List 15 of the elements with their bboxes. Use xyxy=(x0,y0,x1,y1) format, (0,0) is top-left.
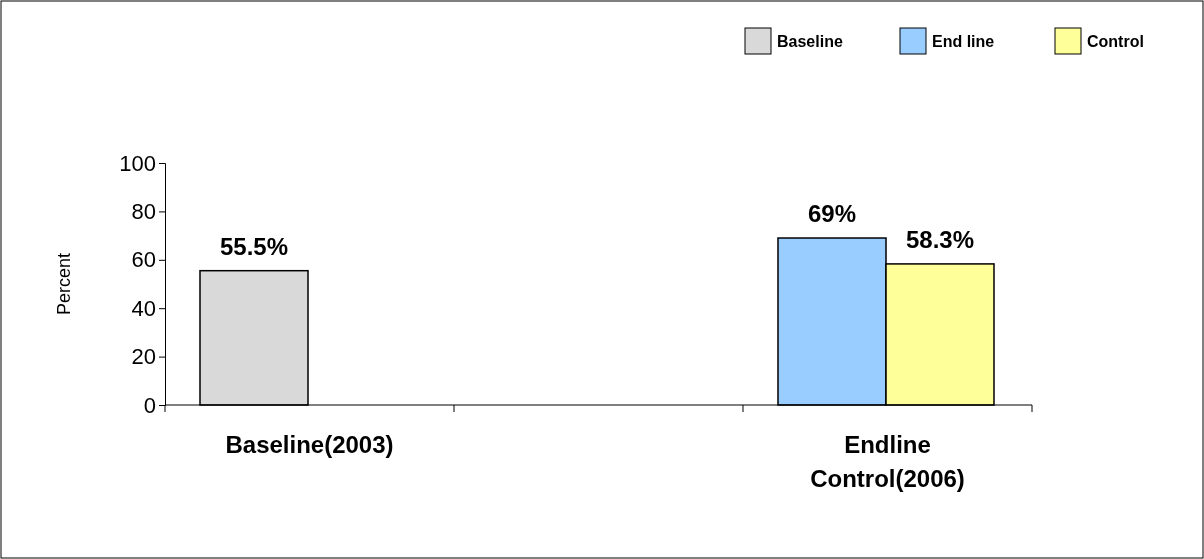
x-tick-label: Endline Control(2006) xyxy=(810,431,965,492)
data-label: 69% xyxy=(807,200,857,228)
y-tick-label: 40 xyxy=(131,295,156,321)
data-label: 55.5% xyxy=(219,232,289,260)
y-tick-label: 80 xyxy=(131,198,156,224)
y-tick-label: 100 xyxy=(119,150,156,176)
legend-label: End line xyxy=(932,33,995,50)
y-axis-title: Percent xyxy=(54,252,74,316)
data-label: 58.3% xyxy=(905,225,975,253)
y-tick-label: 60 xyxy=(131,247,156,273)
legend-label: Baseline xyxy=(777,33,843,50)
y-tick-label: 20 xyxy=(131,344,156,370)
x-tick-label: Baseline(2003) xyxy=(225,431,394,458)
y-tick-label: 0 xyxy=(143,392,156,418)
legend-label: Control xyxy=(1087,33,1144,50)
